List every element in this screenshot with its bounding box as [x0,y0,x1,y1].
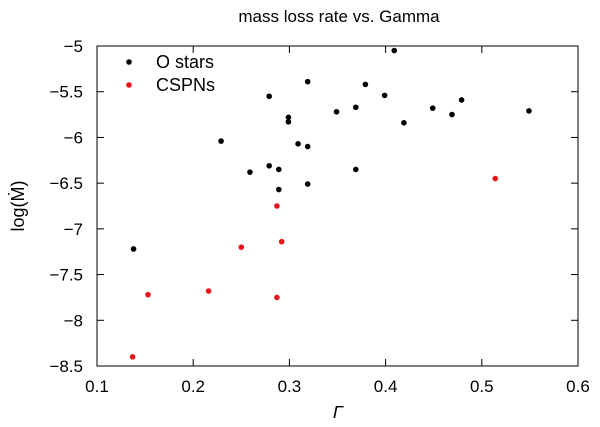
data-point-o-stars [429,105,436,111]
data-point-o-stars [381,92,388,99]
data-point-o-stars [333,109,340,115]
data-point-o-stars [295,141,301,147]
data-point-cspns [274,203,280,209]
y-tick-label: −5.5 [49,83,83,102]
y-tick-label: −7.5 [49,266,83,285]
x-tick-label: 0.1 [85,377,109,396]
y-tick-label: −6 [64,128,83,147]
x-tick-label: 0.4 [374,377,398,396]
y-tick-label: −8 [64,311,83,330]
data-point-o-stars [266,93,272,100]
data-point-o-stars [285,114,292,121]
data-point-o-stars [362,81,369,88]
data-point-o-stars [130,246,137,252]
data-point-o-stars [266,162,272,169]
data-point-cspns [129,354,136,360]
data-point-o-stars [352,104,359,111]
x-axis-label: Γ [333,402,344,422]
data-point-o-stars [352,166,359,173]
legend: O stars CSPNs [126,52,215,95]
y-axis-label: log(Ṁ) [8,180,28,231]
data-points [129,47,532,360]
legend-marker-cspns [126,82,132,88]
y-tick-label: −5 [64,37,83,56]
axis-ticks [96,45,579,367]
data-point-o-stars [276,166,282,173]
data-point-o-stars [285,119,292,125]
data-point-o-stars [458,97,465,103]
data-point-cspns [278,238,285,245]
data-point-o-stars [276,186,282,193]
data-point-o-stars [304,78,311,85]
x-tick-labels: 0.1 0.2 0.3 0.4 0.5 0.6 [85,377,590,396]
y-tick-labels: −5 −5.5 −6 −6.5 −7 −7.5 −8 −8.5 [49,37,83,376]
data-point-o-stars [247,169,253,175]
data-point-o-stars [449,111,455,118]
data-point-cspns [274,294,280,301]
data-point-cspns [145,291,151,298]
data-point-o-stars [304,181,311,187]
y-tick-label: −8.5 [49,357,83,376]
data-point-cspns [492,175,499,182]
y-tick-label: −7 [64,220,83,239]
chart-title: mass loss rate vs. Gamma [238,7,440,26]
plot-frame [96,45,579,367]
y-tick-label: −6.5 [49,174,83,193]
legend-label-o-stars: O stars [156,52,214,72]
x-tick-label: 0.3 [278,377,302,396]
data-point-o-stars [218,138,224,144]
data-point-o-stars [304,143,311,150]
data-point-o-stars [391,47,398,54]
x-tick-label: 0.6 [566,377,590,396]
data-point-o-stars [401,120,407,126]
legend-label-cspns: CSPNs [156,75,215,95]
data-point-cspns [205,288,212,294]
data-point-cspns [238,244,245,250]
legend-marker-o-stars [126,59,132,65]
data-point-o-stars [526,108,532,114]
x-tick-label: 0.2 [181,377,205,396]
x-tick-label: 0.5 [470,377,494,396]
